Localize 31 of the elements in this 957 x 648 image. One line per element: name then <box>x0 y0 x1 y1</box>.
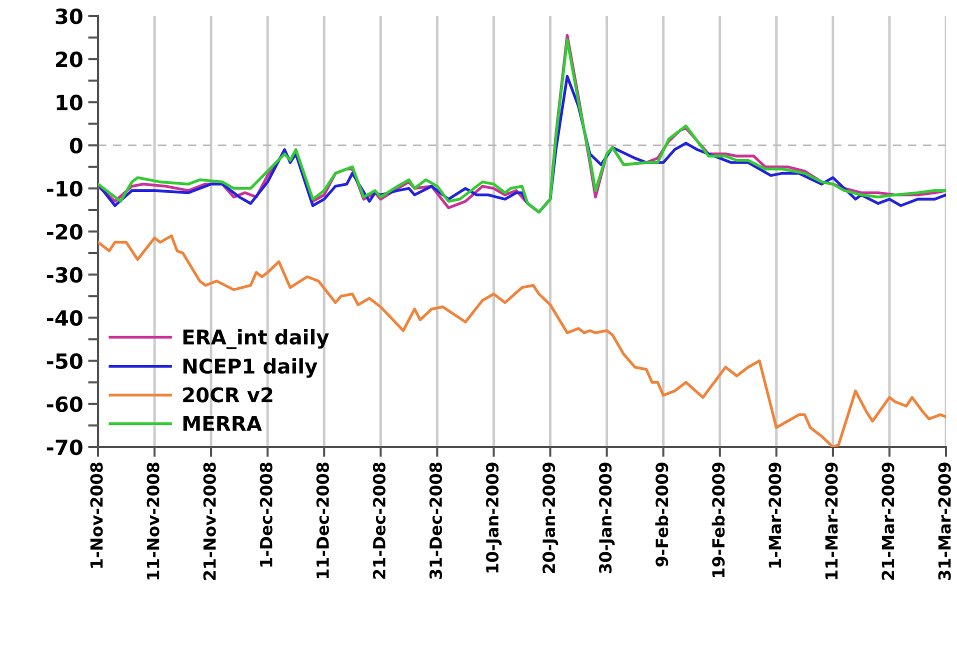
y-tick-label: 10 <box>56 94 82 110</box>
y-tick-label: -60 <box>46 396 82 412</box>
legend-label: NCEP1 daily <box>183 358 318 378</box>
legend-label: ERA_int daily <box>183 329 329 350</box>
x-tick-label: 30-Jan-2009 <box>599 462 615 574</box>
y-tick-label: -10 <box>46 180 82 197</box>
x-tick-label: 11-Dec-2008 <box>316 462 329 578</box>
x-tick-label: 31-Mar-2009 <box>938 462 951 580</box>
x-tick-label: 1-Mar-2009 <box>768 462 782 568</box>
x-tick-label: 21-Mar-2009 <box>882 462 894 580</box>
y-tick-label: -70 <box>46 439 82 456</box>
y-tick-label: 30 <box>56 8 82 24</box>
x-tick-label: 1-Dec-2008 <box>260 462 272 567</box>
y-tick-label: 20 <box>56 52 82 68</box>
y-tick-label: -20 <box>46 224 82 240</box>
x-tick-label: 10-Jan-2009 <box>486 462 502 572</box>
y-tick-label: -40 <box>46 310 82 326</box>
x-tick-label: 11-Nov-2008 <box>146 462 160 580</box>
legend-label: MERRA <box>183 416 262 431</box>
y-tick-label: 0 <box>70 138 82 154</box>
legend-label: 20CR v2 <box>183 387 272 402</box>
x-tick-label: 20-Jan-2009 <box>542 462 558 573</box>
x-tick-label: 1-Nov-2008 <box>90 462 103 568</box>
y-tick-label: -30 <box>46 267 82 283</box>
x-tick-label: 31-Dec-2008 <box>429 462 442 579</box>
y-tick-label: -50 <box>46 353 82 370</box>
x-tick-label: 11-Mar-2009 <box>825 462 838 580</box>
x-tick-label: 19-Feb-2009 <box>712 462 725 578</box>
x-tick-label: 9-Feb-2009 <box>655 462 668 566</box>
x-tick-label: 21-Dec-2008 <box>372 462 386 579</box>
x-tick-label: 21-Nov-2008 <box>203 462 216 580</box>
